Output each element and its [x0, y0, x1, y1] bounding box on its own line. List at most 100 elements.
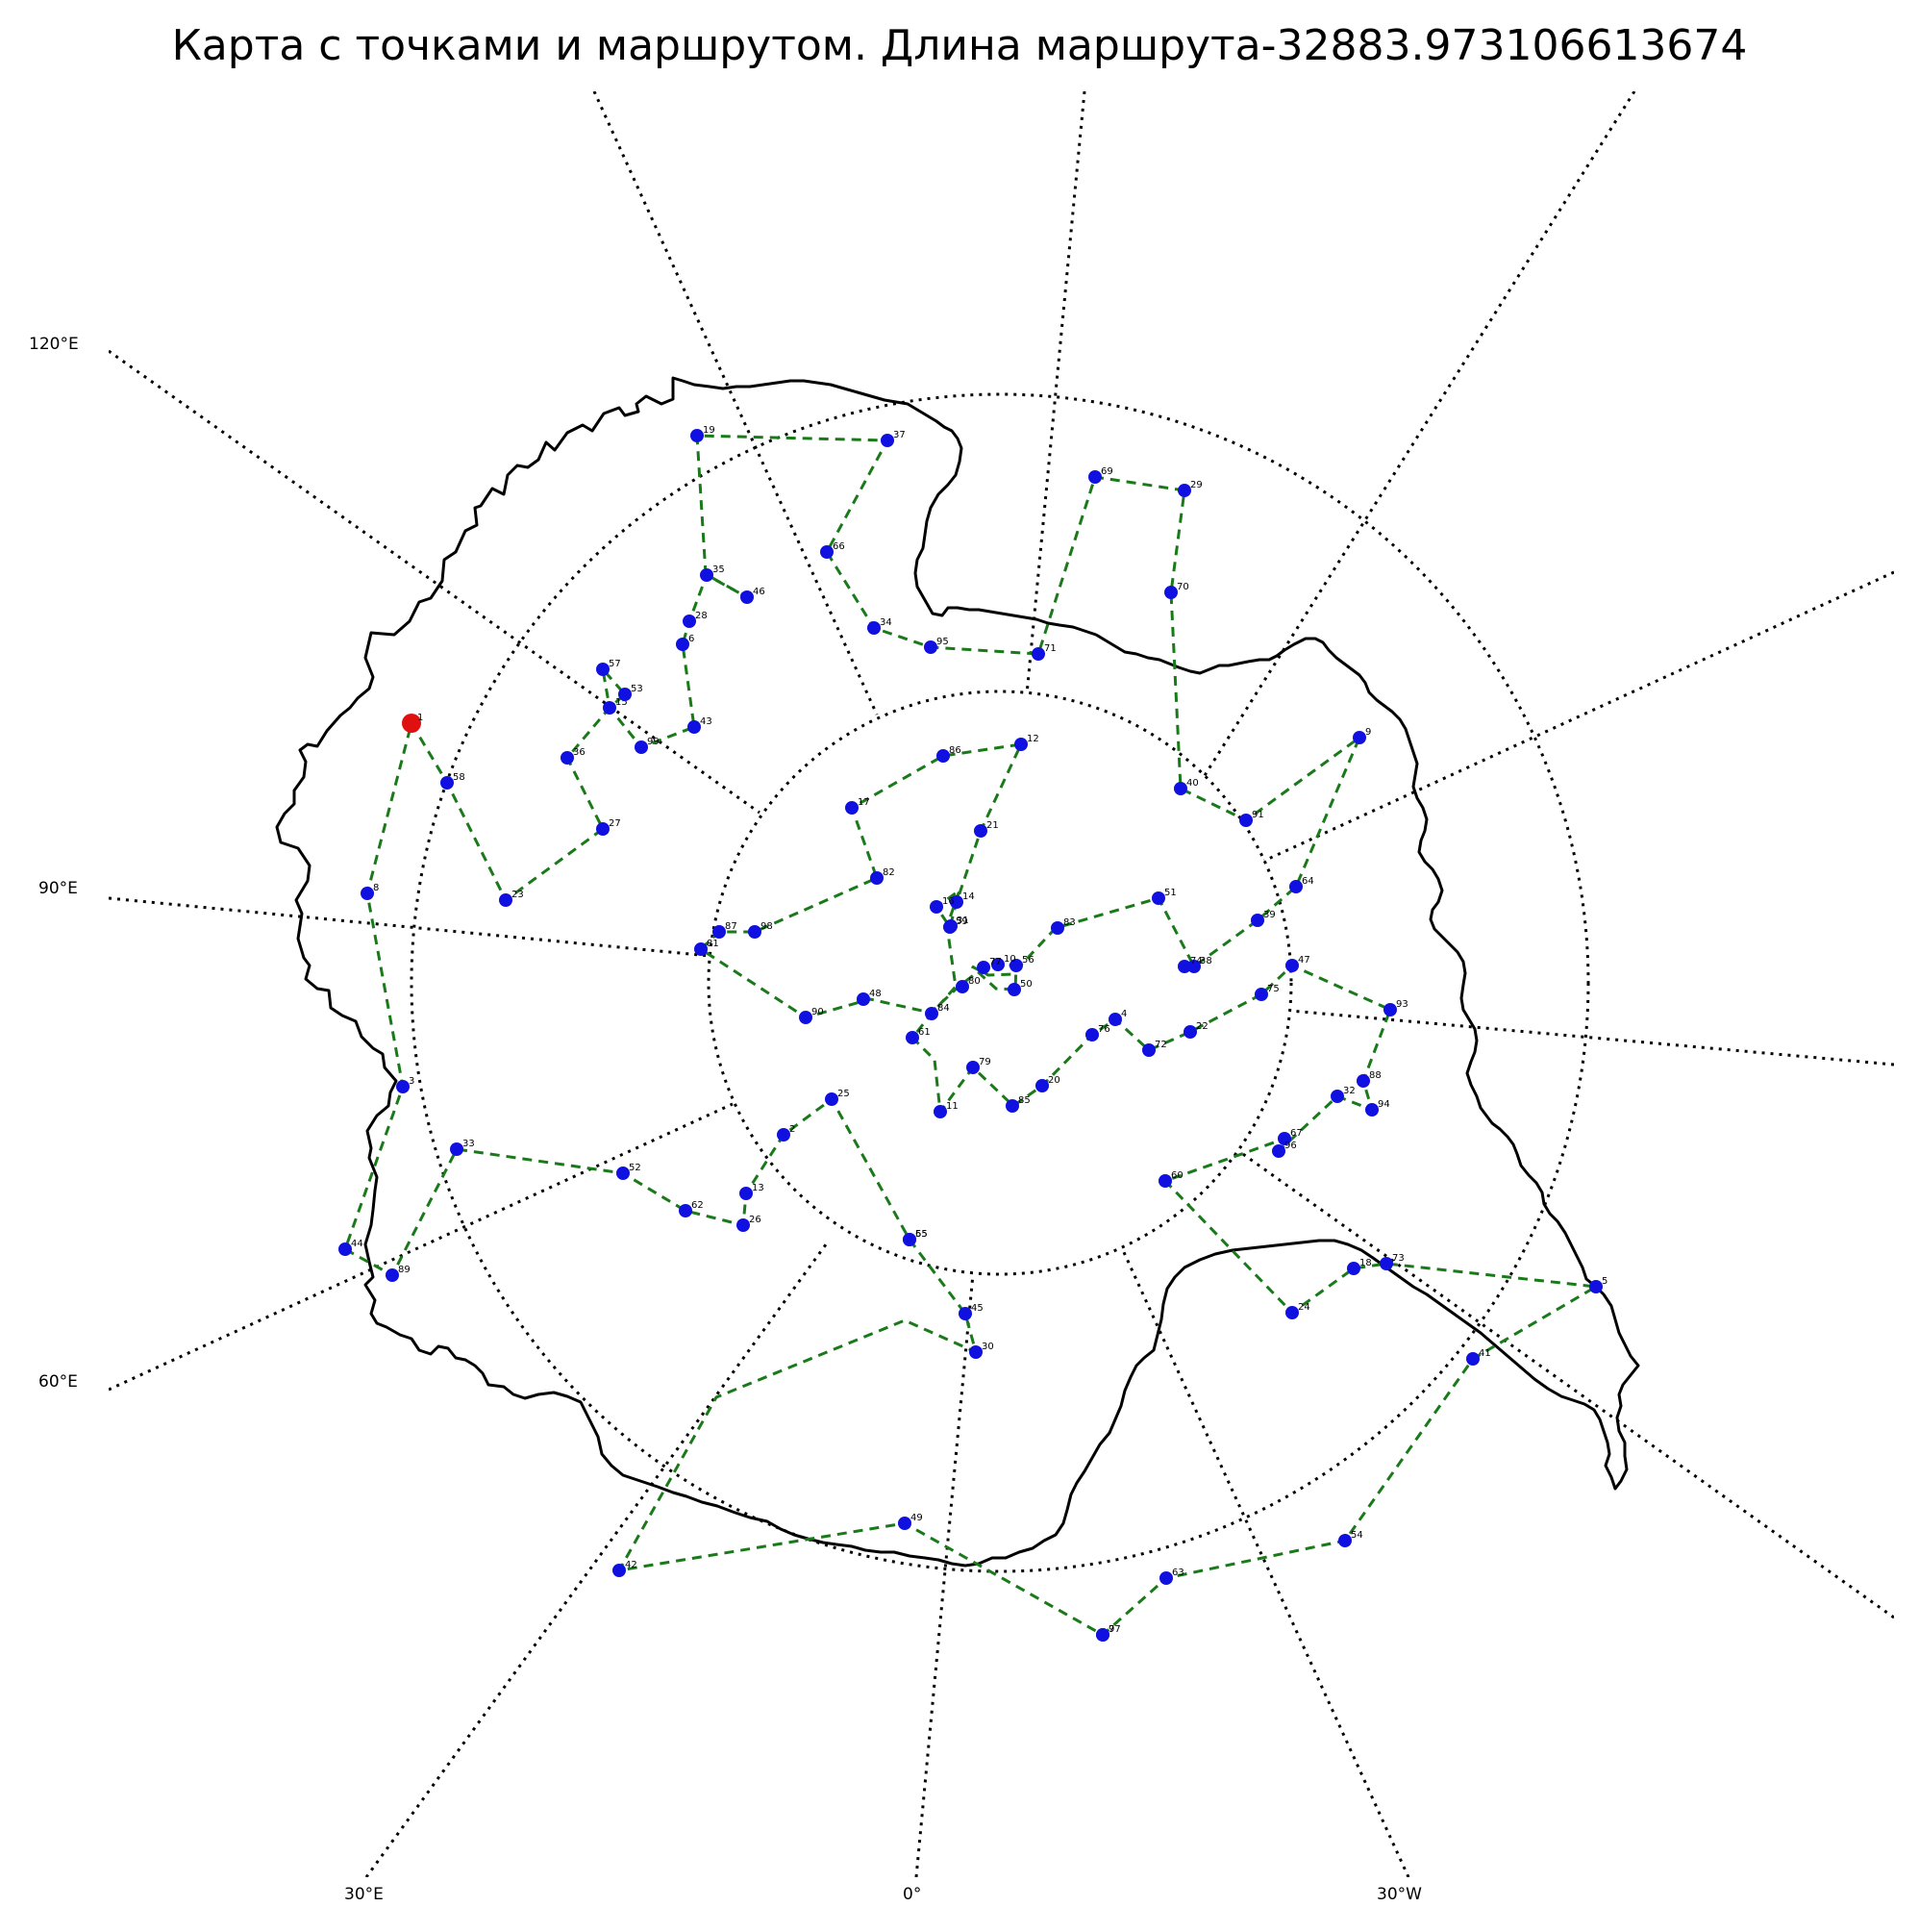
meridian-line	[1289, 1009, 1894, 1066]
route-point-label: 31	[957, 916, 969, 926]
route-point-label: 35	[712, 565, 725, 575]
route-point-label: 60	[1171, 1170, 1184, 1181]
route-point-label: 44	[351, 1239, 363, 1249]
route-point-marker	[683, 615, 696, 628]
route-point-label: 20	[1048, 1075, 1060, 1086]
graticule	[109, 91, 1894, 1877]
route-point-label: 36	[573, 747, 586, 758]
route-point-label: 18	[1359, 1258, 1372, 1268]
route-point-label: 87	[725, 921, 737, 932]
route-point-marker	[898, 1517, 911, 1530]
route-point-marker	[845, 801, 859, 815]
route-point-marker	[867, 621, 881, 635]
route-point-label: 51	[1164, 888, 1177, 898]
route-point-marker	[777, 1128, 790, 1142]
route-point-marker	[1164, 586, 1178, 599]
route-point-label: 39	[1263, 910, 1276, 920]
route-point-label: 89	[398, 1265, 411, 1275]
route-point-marker	[1255, 988, 1268, 1001]
route-point-marker	[934, 1105, 947, 1118]
meridian-line	[1239, 1150, 1894, 1619]
route-point-marker	[635, 740, 648, 754]
latitude-circle-inner	[707, 690, 1293, 1276]
route-point-marker	[1109, 1013, 1122, 1026]
route-point-label: 77	[989, 957, 1002, 967]
route-point-label: 21	[986, 820, 999, 831]
route-point-label: 65	[915, 1229, 928, 1240]
route-point-marker	[930, 900, 943, 914]
route-point-marker	[959, 1307, 972, 1320]
route-point-marker	[1365, 1103, 1379, 1117]
route-point-marker	[694, 942, 708, 956]
route-point-marker	[748, 925, 761, 939]
route-point-marker	[676, 638, 689, 651]
lon-label-30e: 30°E	[344, 1885, 384, 1904]
route-point-label: 15	[615, 697, 628, 708]
route-point-label: 45	[971, 1303, 984, 1314]
route-point-marker	[820, 545, 834, 559]
route-point-marker	[1285, 1306, 1299, 1319]
route-point-label: 33	[462, 1139, 475, 1149]
route-point-label: 62	[691, 1200, 704, 1211]
route-point-marker	[1289, 880, 1303, 893]
meridian-line	[109, 349, 760, 815]
route-point-marker	[1239, 814, 1253, 827]
route-point-marker	[1184, 1025, 1197, 1039]
route-point-marker	[870, 871, 884, 885]
route-point-label: 71	[1044, 643, 1057, 654]
route-point-marker	[1347, 1262, 1360, 1275]
route-point-label: 96	[1284, 1141, 1297, 1151]
route-point-marker	[1035, 1079, 1049, 1092]
route-point-marker	[740, 590, 754, 604]
route-point-marker	[924, 640, 937, 654]
route-point-label: 67	[1290, 1128, 1303, 1139]
route-point-label: 53	[631, 684, 643, 694]
route-point-marker	[1285, 959, 1299, 972]
route-point-label: 5	[1602, 1276, 1607, 1287]
route-point-label: 27	[609, 818, 621, 829]
route-point-marker	[799, 1011, 812, 1024]
route-point-marker	[386, 1268, 399, 1282]
route-point-marker	[925, 1007, 938, 1020]
route-point-marker	[956, 980, 969, 993]
route-point-marker	[603, 701, 616, 715]
route-point-marker	[1338, 1534, 1352, 1547]
route-point-marker	[1159, 1174, 1172, 1188]
route-point-label: 52	[629, 1163, 641, 1173]
route-point-marker	[1051, 921, 1064, 935]
lon-label-0: 0°	[903, 1885, 922, 1904]
route-point-label: 4	[1121, 1009, 1127, 1019]
meridian-line	[592, 91, 879, 715]
route-point-label: 95	[936, 637, 949, 647]
route-point-label: 63	[1172, 1568, 1184, 1578]
route-point-marker	[596, 822, 610, 836]
route-point-marker	[1006, 1099, 1019, 1113]
route-point-label: 8	[373, 883, 379, 893]
route-point-label: 80	[968, 976, 981, 987]
route-point-marker	[1272, 1144, 1285, 1158]
route-point-marker	[1278, 1132, 1291, 1145]
route-point-label: 98	[760, 921, 773, 932]
lon-label-30w: 30°W	[1377, 1885, 1422, 1904]
route-point-marker	[1152, 891, 1165, 905]
route-point-label: 29	[1190, 480, 1203, 490]
route-point-marker	[690, 429, 704, 442]
route-point-marker	[712, 925, 726, 939]
route-point-marker	[1383, 1003, 1397, 1016]
route-point-marker	[1014, 738, 1028, 751]
route-point-marker	[950, 895, 963, 909]
route-point-marker	[679, 1204, 692, 1217]
route-point-marker	[966, 1061, 980, 1074]
route-point-label: 19	[703, 425, 715, 436]
route-point-marker	[700, 568, 713, 582]
route-point-label: 94	[1378, 1099, 1390, 1110]
route-point-label: 76	[1098, 1024, 1110, 1035]
meridian-line	[1121, 1249, 1410, 1877]
route-point-label: 26	[749, 1215, 761, 1225]
route-point-marker	[857, 992, 870, 1006]
route-point-label: 59	[956, 916, 968, 927]
route-point-label: 38	[1200, 956, 1212, 966]
meridian-line	[914, 1273, 975, 1877]
route-point-marker	[361, 887, 374, 900]
